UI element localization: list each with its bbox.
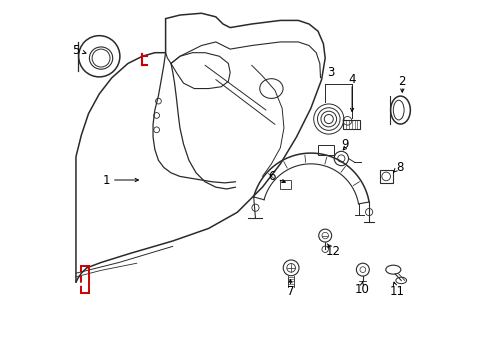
Text: 10: 10 <box>354 283 369 296</box>
Text: 11: 11 <box>388 285 404 298</box>
Text: 6: 6 <box>267 170 275 183</box>
Text: 8: 8 <box>395 161 403 174</box>
Text: 9: 9 <box>341 138 348 150</box>
Text: 3: 3 <box>326 66 334 79</box>
Text: 2: 2 <box>398 75 405 88</box>
Text: 12: 12 <box>325 244 340 257</box>
Text: 5: 5 <box>72 44 80 57</box>
Text: 7: 7 <box>286 285 294 298</box>
Text: 4: 4 <box>347 73 355 86</box>
Text: 1: 1 <box>102 174 110 186</box>
